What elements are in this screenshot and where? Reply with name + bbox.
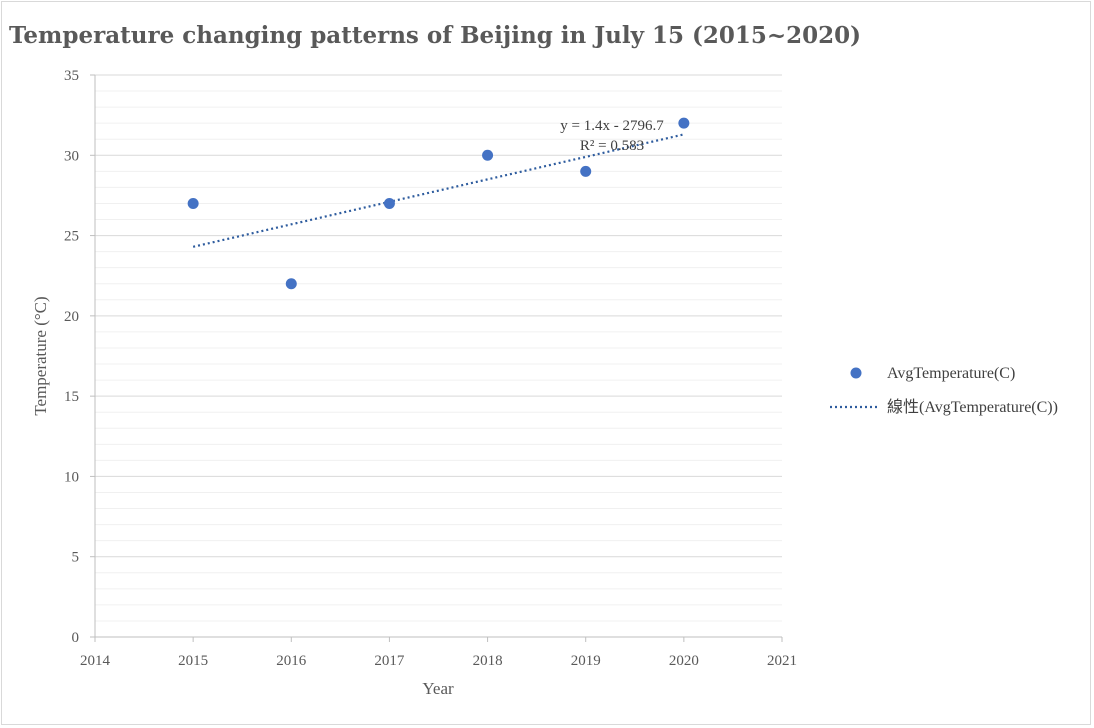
x-tick-label: 2019 [571,653,601,669]
data-point [383,197,395,209]
x-tick-label: 2020 [669,653,699,669]
y-axis-title: Temperature (°C) [31,296,50,415]
data-point [580,165,592,177]
legend-marker-scatter [850,367,862,379]
y-tick-label: 5 [72,550,80,566]
x-tick-label: 2021 [767,653,797,669]
y-tick-label: 15 [64,389,79,405]
y-tick-label: 35 [64,68,79,84]
data-points [187,117,690,290]
data-point [678,117,690,129]
x-tick-label: 2017 [374,653,405,669]
axes [90,74,783,642]
y-tick-labels: 0 5 10 15 20 25 30 35 [64,68,79,646]
chart-title: Temperature changing patterns of Beijing… [9,22,861,49]
y-tick-label: 30 [64,148,79,164]
x-axis-title: Year [422,679,454,698]
data-point [285,278,297,290]
trend-r-squared: R² = 0.583 [580,138,644,154]
x-tick-label: 2018 [473,653,503,669]
x-tick-label: 2015 [178,653,208,669]
legend-label-series: AvgTemperature(C) [887,365,1015,382]
data-point [482,149,494,161]
x-tick-labels: 2014 2015 2016 2017 2018 2019 2020 2021 [80,653,797,669]
y-tick-label: 25 [64,229,79,245]
x-tick-label: 2014 [80,653,111,669]
y-tick-label: 20 [64,309,79,325]
trend-equation: y = 1.4x - 2796.7 [560,118,664,134]
legend: AvgTemperature(C) 線性(AvgTemperature(C)) [830,365,1058,416]
x-tick-label: 2016 [276,653,307,669]
legend-label-trendline: 線性(AvgTemperature(C)) [887,398,1058,416]
data-point [187,197,199,209]
major-gridlines [95,74,782,558]
trendline [192,133,685,248]
minor-gridlines [95,90,782,622]
trendline-group [192,133,685,248]
y-tick-label: 0 [72,630,80,646]
y-tick-label: 10 [64,469,79,485]
